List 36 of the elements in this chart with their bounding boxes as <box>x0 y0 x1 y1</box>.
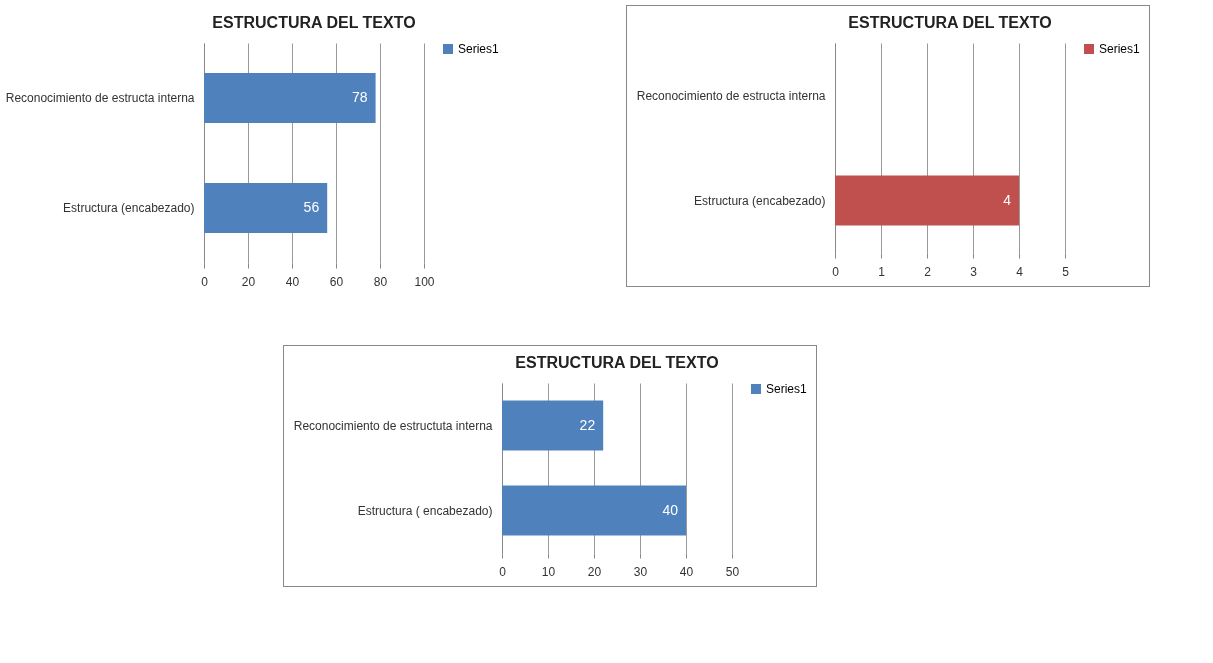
x-tick-label: 20 <box>587 564 602 579</box>
x-tick-label: 60 <box>329 274 344 289</box>
data-label: 40 <box>662 501 679 518</box>
x-tick-label: 10 <box>541 564 556 579</box>
y-tick-label: Estructura (encabezado) <box>63 201 195 215</box>
x-tick-label: 80 <box>373 274 388 289</box>
data-label: 78 <box>352 89 368 105</box>
chart-frame: 0 10 20 30 40 50 Reconocimiento de estructuta interna Estructura ( encabezado) 22 40 Series1 ESTRUCTURA DEL TEXTO <box>283 345 817 587</box>
legend-label: Series1 <box>1099 42 1141 56</box>
x-tick-label: 2 <box>924 264 932 279</box>
y-tick-label: Reconocimiento de estructuta interna <box>293 418 493 433</box>
x-tick-label: 100 <box>414 274 435 289</box>
x-tick-label: 3 <box>970 264 978 279</box>
data-label: 22 <box>579 416 596 433</box>
x-tick-label: 1 <box>878 264 886 279</box>
data-label: 56 <box>303 199 320 215</box>
chart-title: ESTRUCTURA DEL TEXTO <box>212 14 416 31</box>
x-tick-label: 30 <box>633 564 648 579</box>
legend-label: Series1 <box>766 382 808 396</box>
y-tick-label: Estructura ( encabezado) <box>357 503 493 518</box>
x-tick-label: 40 <box>285 274 300 289</box>
x-tick-label: 0 <box>832 264 840 279</box>
x-tick-label: 20 <box>241 274 256 289</box>
chart-title: ESTRUCTURA DEL TEXTO <box>848 14 1052 31</box>
x-tick-label: 0 <box>499 564 507 579</box>
x-tick-label: 50 <box>725 564 740 579</box>
chart-title: ESTRUCTURA DEL TEXTO <box>515 354 719 371</box>
y-tick-label: Reconocimiento de estructa interna <box>5 91 195 105</box>
legend-label: Series1 <box>458 42 500 56</box>
x-tick-label: 4 <box>1016 264 1024 279</box>
x-tick-label: 0 <box>201 274 209 289</box>
y-tick-label: Reconocimiento de estructa interna <box>636 88 826 103</box>
chart-frame: 0 1 2 3 4 5 Reconocimiento de estructa interna Estructura (encabezado) 4 Series1 ESTRUCTURA DEL TEXTO <box>626 5 1150 287</box>
x-tick-label: 5 <box>1062 264 1070 279</box>
y-tick-label: Estructura (encabezado) <box>694 193 826 208</box>
x-tick-label: 40 <box>679 564 694 579</box>
